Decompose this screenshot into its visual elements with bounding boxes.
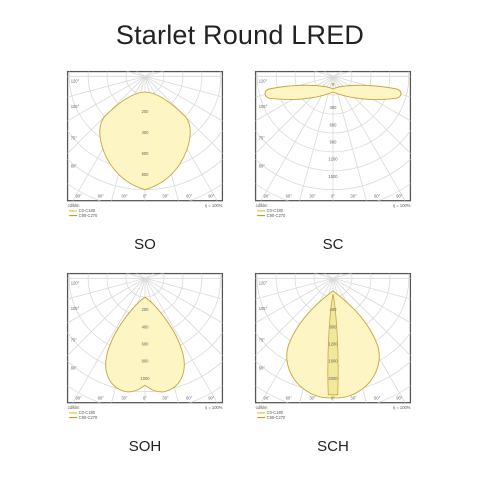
side-angle-label: 60° (71, 366, 78, 371)
caption-so: SO (134, 236, 156, 253)
unit-label: cd/klm (256, 405, 268, 410)
angle-label: 0° (331, 194, 335, 199)
legend-entry-1: C0-C180 (79, 410, 96, 415)
side-angle-label: 105° (259, 306, 268, 311)
efficiency-label: η = 100% (205, 405, 223, 410)
legend-entry-1: C0-C180 (267, 208, 284, 213)
ring-label: 1200 (328, 157, 338, 162)
caption-sch: SCH (317, 438, 349, 455)
side-angle-label: 75° (259, 135, 266, 140)
side-angle-label: 105° (259, 104, 268, 109)
polar-diagram-soh: 200 400 600 800 1000 120° 105° 75° 60° 90° 60° 30° 0… (66, 272, 224, 420)
side-angle-label: 75° (71, 135, 78, 140)
angle-label: 30° (309, 396, 316, 401)
light-distribution-curve (99, 91, 191, 191)
angle-label: 30° (121, 396, 128, 401)
angle-label: 60° (186, 396, 193, 401)
efficiency-label: η = 100% (393, 405, 411, 410)
efficiency-label: η = 100% (393, 203, 411, 208)
efficiency-label: η = 100% (205, 203, 223, 208)
ring-label: 600 (142, 342, 150, 347)
side-angle-label: 105° (71, 104, 80, 109)
light-distribution-curve (264, 82, 402, 101)
polar-chart-soh: 200 400 600 800 1000 120° 105° 75° 60° 90° 60° 30° 0… (66, 272, 224, 420)
legend-entry-1: C0-C180 (267, 410, 284, 415)
side-angle-label: 120° (71, 281, 80, 286)
side-angle-label: 60° (259, 164, 266, 169)
side-angle-label: 105° (71, 306, 80, 311)
angle-label: 30° (350, 396, 357, 401)
ring-label: 1000 (140, 376, 150, 381)
side-angle-label: 60° (71, 164, 78, 169)
angle-label: 30° (350, 194, 357, 199)
light-distribution-curve-inner (327, 293, 339, 396)
ring-label: 1500 (328, 174, 338, 179)
angle-label: 60° (374, 396, 381, 401)
angle-label: 90° (396, 396, 403, 401)
ring-label: 1200 (328, 342, 338, 347)
angle-label: 30° (162, 194, 169, 199)
angle-label: 60° (374, 194, 381, 199)
page-title: Starlet Round LRED (115, 20, 365, 50)
ring-label: 200 (142, 307, 150, 312)
ring-label: 600 (142, 151, 150, 156)
angle-label: 0° (143, 396, 147, 401)
legend-entry-1: C0-C180 (79, 208, 96, 213)
legend-entry-2: C90-C270 (79, 213, 98, 218)
angle-label: 90° (396, 194, 403, 199)
ring-label: 800 (142, 359, 150, 364)
angle-label: 90° (264, 194, 271, 199)
angle-label: 90° (76, 194, 83, 199)
angle-label: 30° (121, 194, 128, 199)
angle-label: 30° (309, 194, 316, 199)
polar-diagram-sch: 400 800 1200 1600 2000 120° 105° 75° 60° 90° 60° 30… (254, 272, 412, 420)
polar-diagram-so: 200 400 600 800 120° 105° 75° 60° 90° 60° 30° 0° 30°… (66, 70, 224, 218)
ring-label: 1600 (328, 359, 338, 364)
polar-chart-so: 200 400 600 800 120° 105° 75° 60° 90° 60° 30° 0° 30°… (66, 70, 224, 218)
unit-label: cd/klm (68, 203, 80, 208)
angle-label: 90° (76, 396, 83, 401)
polar-chart-sc: 300 600 900 1200 1500 120° 105° 75° 60° 90° 60° 30°… (254, 70, 412, 218)
side-angle-label: 75° (259, 337, 266, 342)
angle-label: 90° (208, 194, 215, 199)
ring-label: 900 (330, 140, 338, 145)
angle-label: 60° (186, 194, 193, 199)
ring-label: 800 (330, 324, 338, 329)
unit-label: cd/klm (256, 203, 268, 208)
angle-label: 60° (98, 396, 105, 401)
angle-label: 30° (162, 396, 169, 401)
angle-label: 60° (286, 194, 293, 199)
caption-sc: SC (322, 236, 344, 253)
angle-label: 90° (208, 396, 215, 401)
legend-entry-2: C90-C270 (79, 415, 98, 420)
angle-label: 60° (286, 396, 293, 401)
ring-label: 400 (330, 307, 338, 312)
ring-label: 400 (142, 324, 150, 329)
angle-label: 60° (98, 194, 105, 199)
ring-label: 200 (142, 109, 150, 114)
ring-label: 400 (142, 130, 150, 135)
legend-entry-2: C90-C270 (267, 415, 286, 420)
light-distribution-curve (105, 296, 185, 393)
angle-label: 0° (143, 194, 147, 199)
caption-soh: SOH (128, 438, 162, 455)
ring-label: 2000 (328, 376, 338, 381)
side-angle-label: 120° (71, 79, 80, 84)
angle-label: 90° (264, 396, 271, 401)
side-angle-label: 120° (259, 79, 268, 84)
polar-chart-sch: 400 800 1200 1600 2000 120° 105° 75° 60° 90° 60° 30… (254, 272, 412, 420)
unit-label: cd/klm (68, 405, 80, 410)
side-angle-label: 120° (259, 281, 268, 286)
polar-diagram-sc: 300 600 900 1200 1500 120° 105° 75° 60° 90° 60° 30°… (254, 70, 412, 218)
ring-label: 800 (142, 172, 150, 177)
ring-label: 300 (330, 105, 338, 110)
side-angle-label: 75° (71, 337, 78, 342)
side-angle-label: 60° (259, 366, 266, 371)
legend-entry-2: C90-C270 (267, 213, 286, 218)
ring-label: 600 (330, 122, 338, 127)
angle-label: 0° (331, 396, 335, 401)
